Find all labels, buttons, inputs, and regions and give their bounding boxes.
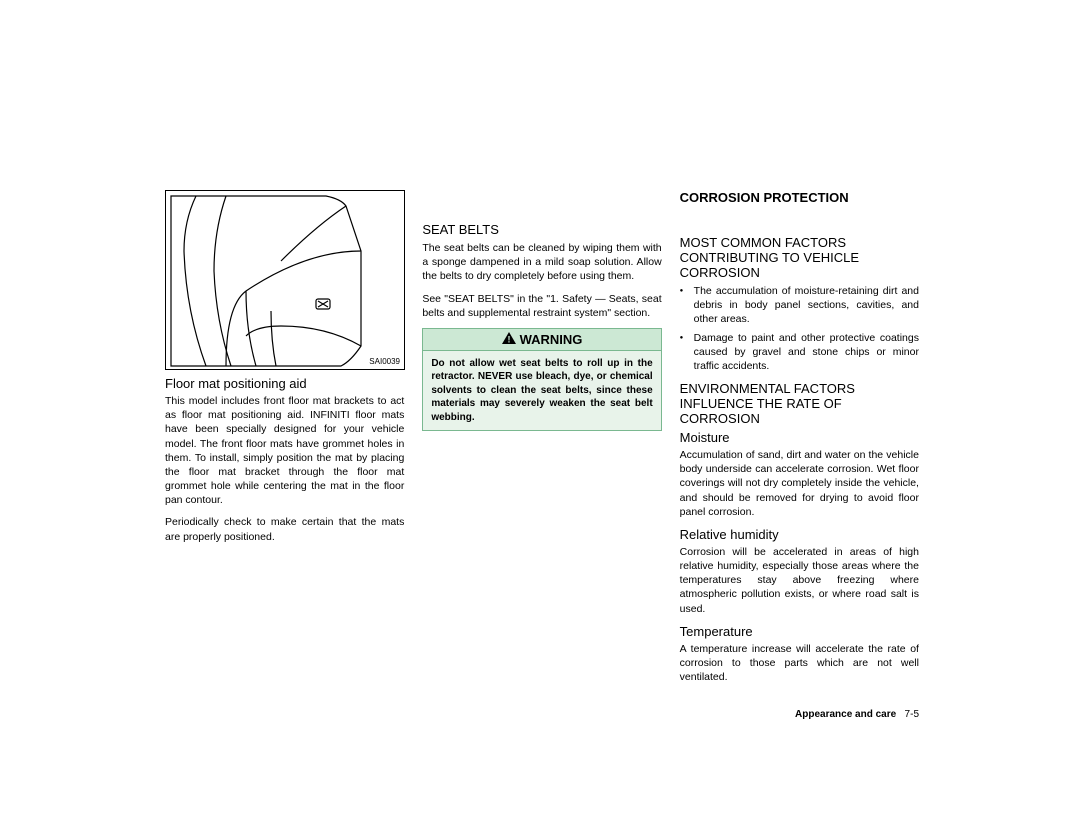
- factor-item-1: The accumulation of moisture-retaining d…: [680, 284, 919, 327]
- floor-mat-subheading: Floor mat positioning aid: [165, 376, 404, 391]
- illustration-code: SAI0039: [369, 357, 400, 366]
- corrosion-major-heading: CORROSION PROTECTION: [680, 190, 919, 205]
- page-footer: Appearance and care 7-5: [795, 709, 919, 720]
- column-3: CORROSION PROTECTION MOST COMMON FACTORS…: [680, 190, 919, 692]
- manual-page: SAI0039 Floor mat positioning aid This m…: [165, 190, 919, 692]
- factor-item-2: Damage to paint and other protective coa…: [680, 331, 919, 374]
- floor-mat-illustration: SAI0039: [165, 190, 405, 370]
- footer-page-number: 7-5: [905, 709, 919, 720]
- humidity-paragraph: Corrosion will be accelerated in areas o…: [680, 545, 919, 616]
- warning-box: ! WARNING Do not allow wet seat belts to…: [422, 328, 661, 432]
- common-factors-heading: MOST COMMON FACTORS CONTRIBUTING TO VEHI…: [680, 235, 919, 280]
- temperature-paragraph: A temperature increase will accelerate t…: [680, 642, 919, 685]
- seat-belts-p2: See "SEAT BELTS" in the "1. Safety — Sea…: [422, 292, 661, 320]
- moisture-subheading: Moisture: [680, 430, 919, 445]
- warning-header: ! WARNING: [423, 329, 660, 351]
- temperature-subheading: Temperature: [680, 624, 919, 639]
- floor-mat-paragraph-1: This model includes front floor mat brac…: [165, 394, 404, 507]
- floor-mat-svg: [166, 191, 404, 369]
- warning-body: Do not allow wet seat belts to roll up i…: [423, 351, 660, 431]
- column-1: SAI0039 Floor mat positioning aid This m…: [165, 190, 404, 692]
- floor-mat-paragraph-2: Periodically check to make certain that …: [165, 515, 404, 543]
- warning-triangle-icon: !: [502, 332, 516, 347]
- env-factors-heading: ENVIRONMENTAL FACTORS INFLUENCE THE RATE…: [680, 381, 919, 426]
- seat-belts-p1: The seat belts can be cleaned by wiping …: [422, 241, 661, 284]
- seat-belts-heading: SEAT BELTS: [422, 222, 661, 237]
- humidity-subheading: Relative humidity: [680, 527, 919, 542]
- factors-list: The accumulation of moisture-retaining d…: [680, 284, 919, 373]
- svg-text:!: !: [507, 334, 510, 344]
- warning-title: WARNING: [520, 332, 583, 347]
- moisture-paragraph: Accumulation of sand, dirt and water on …: [680, 448, 919, 519]
- footer-section-label: Appearance and care: [795, 709, 896, 720]
- column-2: SEAT BELTS The seat belts can be cleaned…: [422, 190, 661, 692]
